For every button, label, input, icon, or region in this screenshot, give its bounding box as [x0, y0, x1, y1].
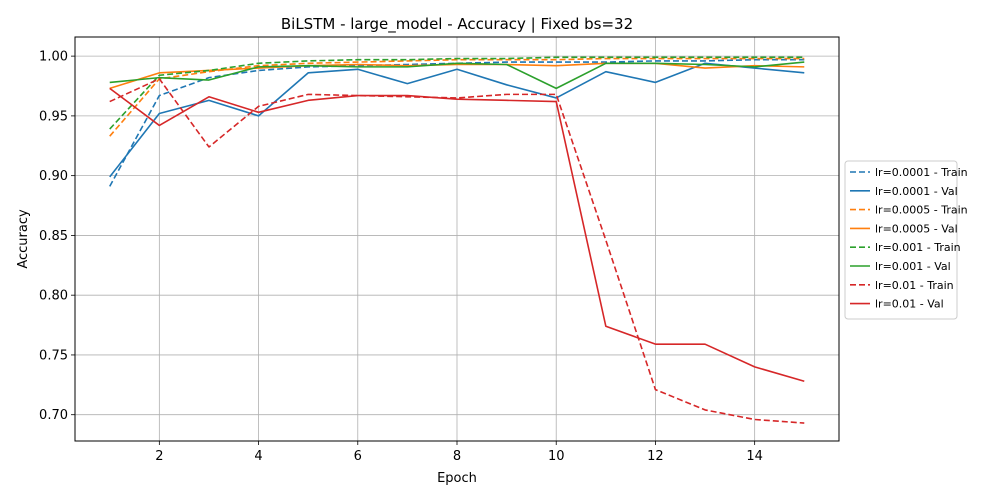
series-line-3 — [109, 62, 805, 90]
legend: lr=0.0001 - Train lr=0.0001 - Val lr=0.000… — [844, 160, 968, 320]
y-tick-label: 0.70 — [39, 408, 68, 423]
legend-label: lr=0.0005 - Val — [875, 222, 958, 235]
y-tick-label: 0.85 — [39, 229, 68, 244]
y-ticks: 0.70 0.75 0.80 0.85 0.90 0.95 1.00 — [39, 50, 75, 423]
y-tick-label: 0.95 — [39, 109, 68, 124]
x-tick-label: 10 — [548, 449, 565, 464]
y-axis-label: Accuracy — [16, 209, 31, 269]
x-axis-label: Epoch — [437, 471, 477, 486]
series-line-1 — [109, 62, 805, 178]
grid — [75, 37, 839, 441]
series-line-2 — [109, 57, 805, 137]
chart-title: BiLSTM - large_model - Accuracy | Fixed … — [281, 15, 633, 34]
y-tick-label: 0.90 — [39, 169, 68, 184]
x-tick-label: 2 — [155, 449, 163, 464]
series-line-6 — [109, 78, 805, 424]
series-line-7 — [109, 87, 805, 383]
legend-label: lr=0.0001 - Train — [875, 166, 968, 179]
x-tick-label: 8 — [453, 449, 461, 464]
legend-label: lr=0.0005 - Train — [875, 204, 968, 217]
legend-label: lr=0.01 - Val — [875, 298, 944, 311]
legend-box — [844, 160, 958, 320]
series-line-4 — [109, 56, 805, 130]
x-tick-label: 14 — [746, 449, 763, 464]
x-ticks: 2 4 6 8 10 12 14 — [155, 441, 763, 464]
legend-label: lr=0.001 - Train — [875, 241, 961, 254]
x-tick-label: 12 — [647, 449, 664, 464]
legend-label: lr=0.001 - Val — [875, 260, 951, 273]
series-layer — [109, 56, 805, 424]
y-tick-label: 1.00 — [39, 50, 68, 65]
y-tick-label: 0.80 — [39, 289, 68, 304]
legend-label: lr=0.0001 - Val — [875, 185, 958, 198]
y-tick-label: 0.75 — [39, 348, 68, 363]
series-line-5 — [109, 61, 805, 90]
x-tick-label: 6 — [354, 449, 362, 464]
x-tick-label: 4 — [254, 449, 262, 464]
legend-label: lr=0.01 - Train — [875, 279, 954, 292]
